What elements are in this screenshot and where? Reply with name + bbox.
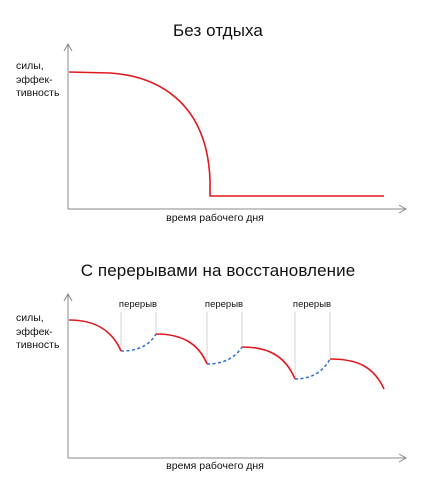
x-axis-label-no-rest: время рабочего дня [166,212,264,224]
y-axis-label-line: тивность [16,87,60,99]
y-axis-label-line: тивность [16,339,60,351]
work-segment-3 [241,346,296,380]
axes-with-breaks [63,292,408,463]
y-axis-label-with-breaks: силы, эффек- тивность [16,312,76,353]
work-segments [68,319,385,390]
break-segments [120,333,331,380]
break-label-1: перерыв [118,299,158,310]
y-axis-label-line: силы, [16,312,44,324]
x-axis-label-with-breaks: время рабочего дня [166,460,264,472]
y-axis-label-line: силы, [16,60,44,72]
energy-curve-no-rest [68,71,384,197]
break-guides [120,312,331,379]
work-segment-1 [68,319,122,352]
y-axis-label-line: эффек- [16,73,53,86]
diagram-title-no-rest: Без отдыха [173,21,263,40]
work-segment-4 [329,358,385,390]
diagram-title-with-breaks: С перерывами на восстановление [80,261,356,280]
break-recovery-1 [120,333,157,352]
work-segment-2 [155,333,208,365]
y-axis-label-no-rest: силы, эффек- тивность [16,60,76,101]
y-axis-label-line: эффек- [16,325,53,338]
break-recovery-2 [206,346,243,365]
break-label-2: перерыв [204,299,244,310]
axes-no-rest [63,42,408,214]
break-recovery-3 [294,358,331,380]
break-label-3: перерыв [292,299,332,310]
